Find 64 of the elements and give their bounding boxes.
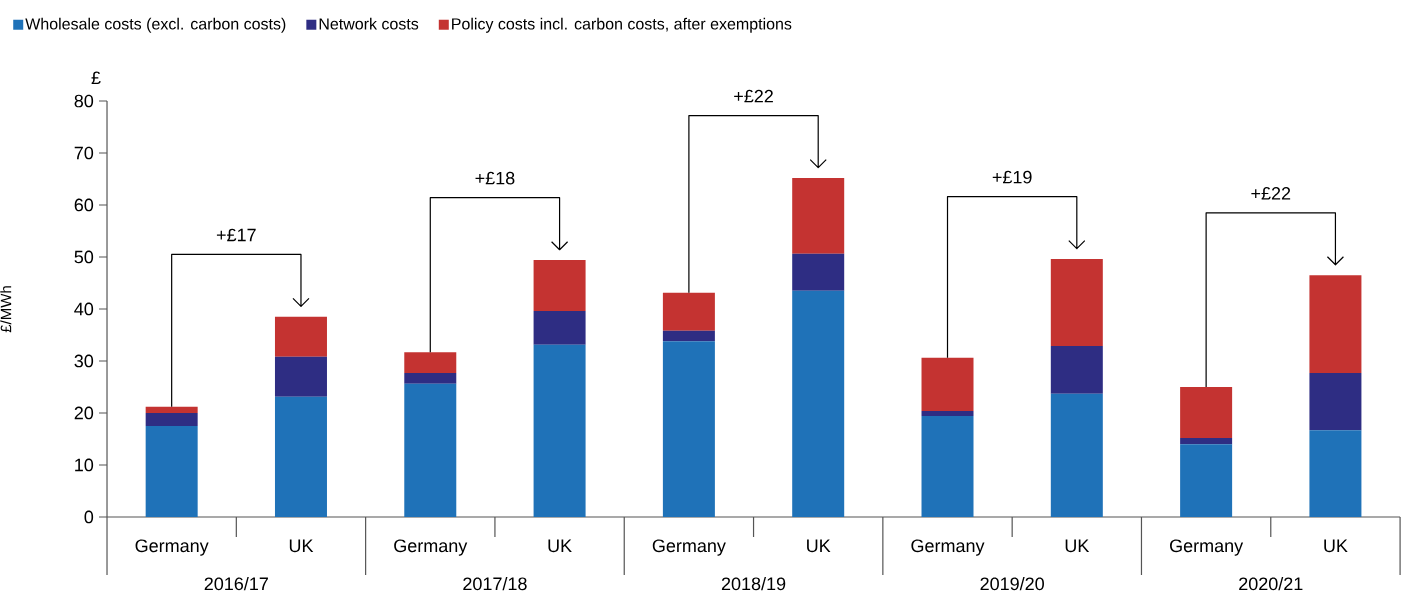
bar	[1180, 444, 1233, 517]
bar	[1180, 386, 1233, 438]
bar	[792, 290, 845, 517]
annotation: +£18	[475, 171, 515, 185]
x-tick-label: UK	[807, 539, 831, 553]
x-tick-label: Germany	[1170, 539, 1244, 556]
bar	[792, 253, 845, 291]
y-tick-label: 70	[74, 146, 94, 160]
text: 2016/17	[204, 576, 268, 591]
x-tick-label: Germany	[652, 539, 726, 556]
bar	[145, 412, 198, 426]
bar	[1050, 259, 1103, 346]
bar	[662, 292, 715, 331]
x-tick-label: UK	[289, 539, 314, 553]
y-tick-label: 40	[74, 302, 94, 316]
x-tick-label: Germany	[394, 539, 468, 556]
y-tick-label: 60	[74, 198, 94, 212]
text: 2017/18	[463, 576, 527, 591]
y-tick-label: 50	[74, 250, 94, 264]
bar	[662, 341, 715, 517]
x-tick-label: Germany	[135, 539, 209, 556]
annotation: +£19	[992, 170, 1032, 184]
bar	[274, 316, 327, 357]
text: £	[91, 71, 101, 84]
x-tick-label: UK	[548, 539, 572, 553]
text: 2018/19	[721, 576, 786, 591]
y-tick-label: 30	[74, 354, 94, 368]
bar	[274, 356, 327, 397]
bar	[1309, 372, 1362, 431]
y-axis-title: £/MWh	[0, 286, 12, 333]
bar	[921, 416, 974, 517]
x-tick-label: UK	[1324, 539, 1348, 553]
text: 2020/21	[1239, 576, 1303, 591]
bar	[921, 357, 974, 411]
bar	[792, 177, 845, 254]
bar	[1180, 437, 1233, 445]
y-tick-label: 0	[84, 510, 94, 524]
text: 2019/20	[980, 576, 1044, 591]
legend-label: Network costs	[319, 17, 419, 30]
annotation: +£17	[216, 228, 256, 242]
y-tick-label: 80	[74, 94, 94, 108]
legend-label: Policy costs incl. carbon costs, after exemptions	[452, 17, 792, 33]
bar	[274, 396, 327, 517]
bar	[145, 406, 198, 413]
bar	[662, 330, 715, 342]
annotation: +£22	[734, 89, 773, 103]
bar	[145, 425, 198, 517]
y-tick-label: 10	[75, 458, 94, 472]
legend-label: Wholesale costs (excl. carbon costs)	[25, 17, 286, 33]
x-tick-label: Germany	[911, 539, 985, 556]
bar	[1309, 430, 1362, 517]
bar	[533, 311, 586, 345]
bar	[1309, 275, 1362, 373]
bar	[404, 383, 457, 517]
bar	[533, 260, 586, 312]
annotation: +£22	[1251, 187, 1291, 200]
bar	[404, 372, 457, 384]
bar	[533, 344, 586, 517]
bar	[1050, 345, 1103, 394]
x-tick-label: UK	[1065, 539, 1090, 553]
bar	[921, 410, 974, 417]
y-tick-label: 20	[74, 406, 94, 420]
bar	[404, 352, 457, 373]
bar	[1050, 393, 1103, 517]
